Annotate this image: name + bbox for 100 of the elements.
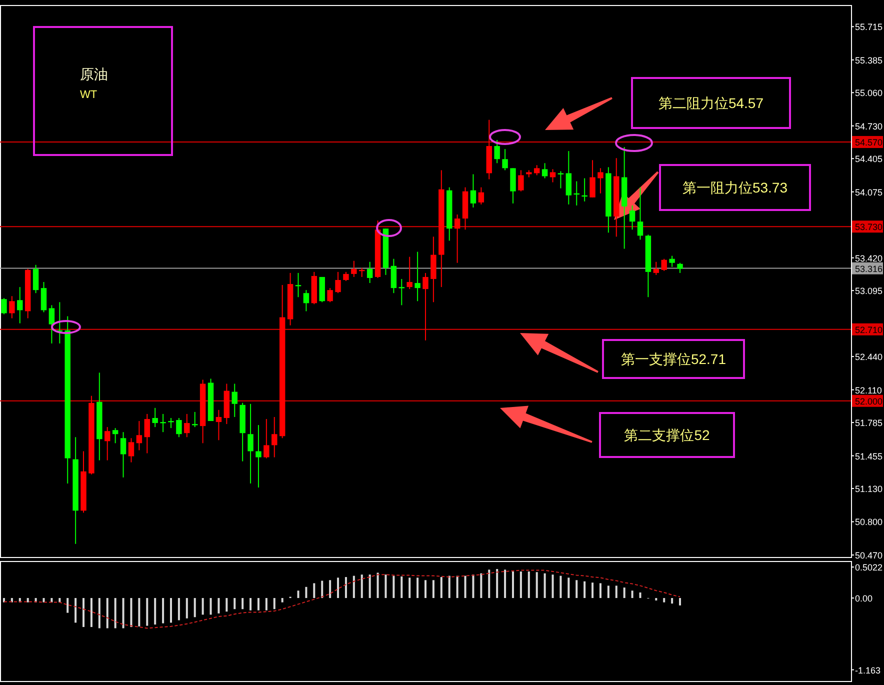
bar	[568, 578, 570, 598]
bar	[631, 590, 634, 598]
y-tick-label: 50.470	[855, 550, 883, 560]
bar	[186, 598, 188, 618]
bar	[234, 598, 236, 610]
y-tick-label: 51.455	[855, 451, 883, 462]
bar	[42, 598, 45, 602]
bar	[607, 586, 610, 598]
ref-line-label: 53.316	[855, 264, 883, 274]
bar	[504, 570, 506, 598]
bar	[74, 598, 77, 623]
bar	[305, 586, 308, 598]
bar	[584, 581, 586, 598]
annotation: 第一阻力位53.73	[682, 180, 788, 196]
annotation: 第二阻力位54.57	[658, 95, 764, 111]
bar	[528, 571, 530, 598]
bar	[194, 598, 196, 618]
bar	[344, 577, 347, 598]
bar	[480, 573, 482, 598]
bar	[257, 598, 260, 610]
bar	[464, 576, 466, 598]
bar	[82, 598, 85, 628]
y-tick-label: 52.110	[855, 385, 882, 396]
bar	[432, 580, 434, 598]
bar	[424, 580, 426, 598]
bar	[26, 598, 29, 602]
bar	[360, 574, 363, 598]
bar	[250, 598, 252, 610]
bar	[202, 598, 204, 615]
bar	[615, 586, 618, 598]
bar	[536, 572, 538, 598]
text: WT	[80, 89, 98, 101]
text: 原油	[80, 66, 108, 82]
bar	[663, 598, 666, 602]
bar	[639, 592, 642, 598]
bar	[162, 598, 164, 624]
bar	[114, 598, 116, 628]
bar	[321, 580, 324, 598]
y-tick-label: 55.715	[855, 22, 883, 32]
bar	[138, 598, 140, 626]
ref-line-label: 52.000	[855, 396, 883, 406]
bar	[146, 598, 148, 626]
bar	[520, 571, 522, 598]
bar	[496, 569, 498, 598]
bar	[623, 588, 626, 598]
y-tick-label: 53.095	[855, 286, 883, 296]
y-tick-label: 53.420	[855, 253, 883, 264]
bar	[122, 598, 124, 628]
y-tick-label: 51.130	[855, 484, 883, 494]
bar	[368, 574, 371, 598]
bar	[671, 598, 674, 604]
bar	[544, 573, 546, 598]
annotation: 第二支撑位52	[624, 427, 710, 443]
bar	[66, 598, 69, 613]
bar	[313, 583, 316, 598]
bar	[218, 598, 220, 614]
bar	[329, 580, 332, 598]
bar	[384, 574, 387, 598]
bar	[226, 598, 228, 612]
bar	[552, 574, 554, 598]
bar	[106, 598, 108, 628]
bar	[170, 598, 172, 623]
bar	[440, 577, 442, 598]
y-tick-label: 52.440	[855, 352, 883, 362]
ref-line-label: 53.730	[855, 222, 883, 232]
y-tick-label: 0.00	[855, 594, 873, 604]
bar	[337, 578, 340, 598]
bar	[242, 598, 244, 610]
y-tick-label: 54.405	[855, 154, 883, 164]
ref-line-label: 54.570	[855, 137, 883, 148]
y-tick-label: 55.385	[855, 55, 883, 66]
bar	[456, 576, 458, 598]
ref-line-label: 52.710	[855, 324, 883, 335]
bar	[488, 570, 490, 598]
bar	[352, 576, 355, 598]
y-tick-label: 55.060	[855, 88, 883, 98]
bar	[210, 598, 212, 615]
bar	[392, 576, 395, 598]
bar	[376, 572, 379, 598]
bar	[512, 571, 514, 598]
bar	[448, 576, 450, 598]
bar	[560, 576, 562, 598]
bar	[281, 598, 284, 602]
y-tick-label: 54.075	[855, 187, 883, 198]
line-series	[4, 570, 680, 629]
y-tick-label: -1.163	[855, 665, 881, 676]
bar	[154, 598, 156, 625]
y-tick-label: 0.5022	[855, 562, 883, 573]
bar	[297, 590, 300, 598]
bar	[472, 574, 474, 598]
bar	[416, 578, 419, 598]
bar	[576, 580, 578, 598]
y-tick-label: 54.730	[855, 121, 883, 132]
bar	[265, 598, 268, 610]
bar	[273, 598, 276, 610]
y-tick-label: 51.785	[855, 418, 883, 428]
bar	[679, 598, 682, 606]
bar	[50, 598, 53, 602]
bar	[408, 578, 411, 598]
bar	[592, 582, 594, 598]
